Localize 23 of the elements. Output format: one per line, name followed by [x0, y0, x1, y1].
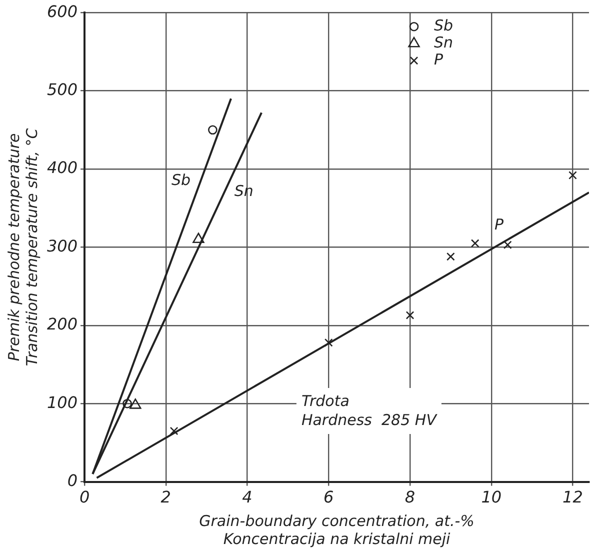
- y-tick-label: 400: [46, 158, 78, 178]
- x-tick-label: 0: [79, 488, 90, 507]
- y-tick-label: 600: [46, 2, 78, 21]
- legend-label: Sn: [434, 33, 454, 52]
- x-tick-label: 4: [242, 488, 252, 507]
- annotation: Hardness 285 HV: [301, 410, 438, 429]
- x-axis-title: Grain-boundary concentration, at.-% Koncentracija na kristalni meji: [199, 512, 474, 548]
- y-tick-label: 100: [46, 392, 78, 412]
- x-tick-label: 2: [160, 488, 171, 507]
- x-tick-label: 8: [404, 488, 416, 507]
- legend-label: P: [434, 50, 444, 68]
- y-tick-label: 300: [46, 236, 78, 256]
- x-tick-label: 10: [481, 488, 502, 507]
- series-label: Sb: [172, 171, 191, 190]
- y-tick-label: 200: [46, 314, 78, 334]
- y-tick-label: 0: [67, 470, 78, 490]
- legend-label: Sb: [434, 16, 454, 34]
- y-axis-title: Premik prehodne temperature Transition temperature shift, °C: [4, 128, 41, 366]
- annotation: Trdota: [301, 392, 350, 410]
- x-tick-label: 12: [562, 488, 583, 507]
- series-label: P: [494, 215, 505, 234]
- y-tick-label: 500: [46, 80, 78, 99]
- x-tick-label: 6: [324, 488, 334, 507]
